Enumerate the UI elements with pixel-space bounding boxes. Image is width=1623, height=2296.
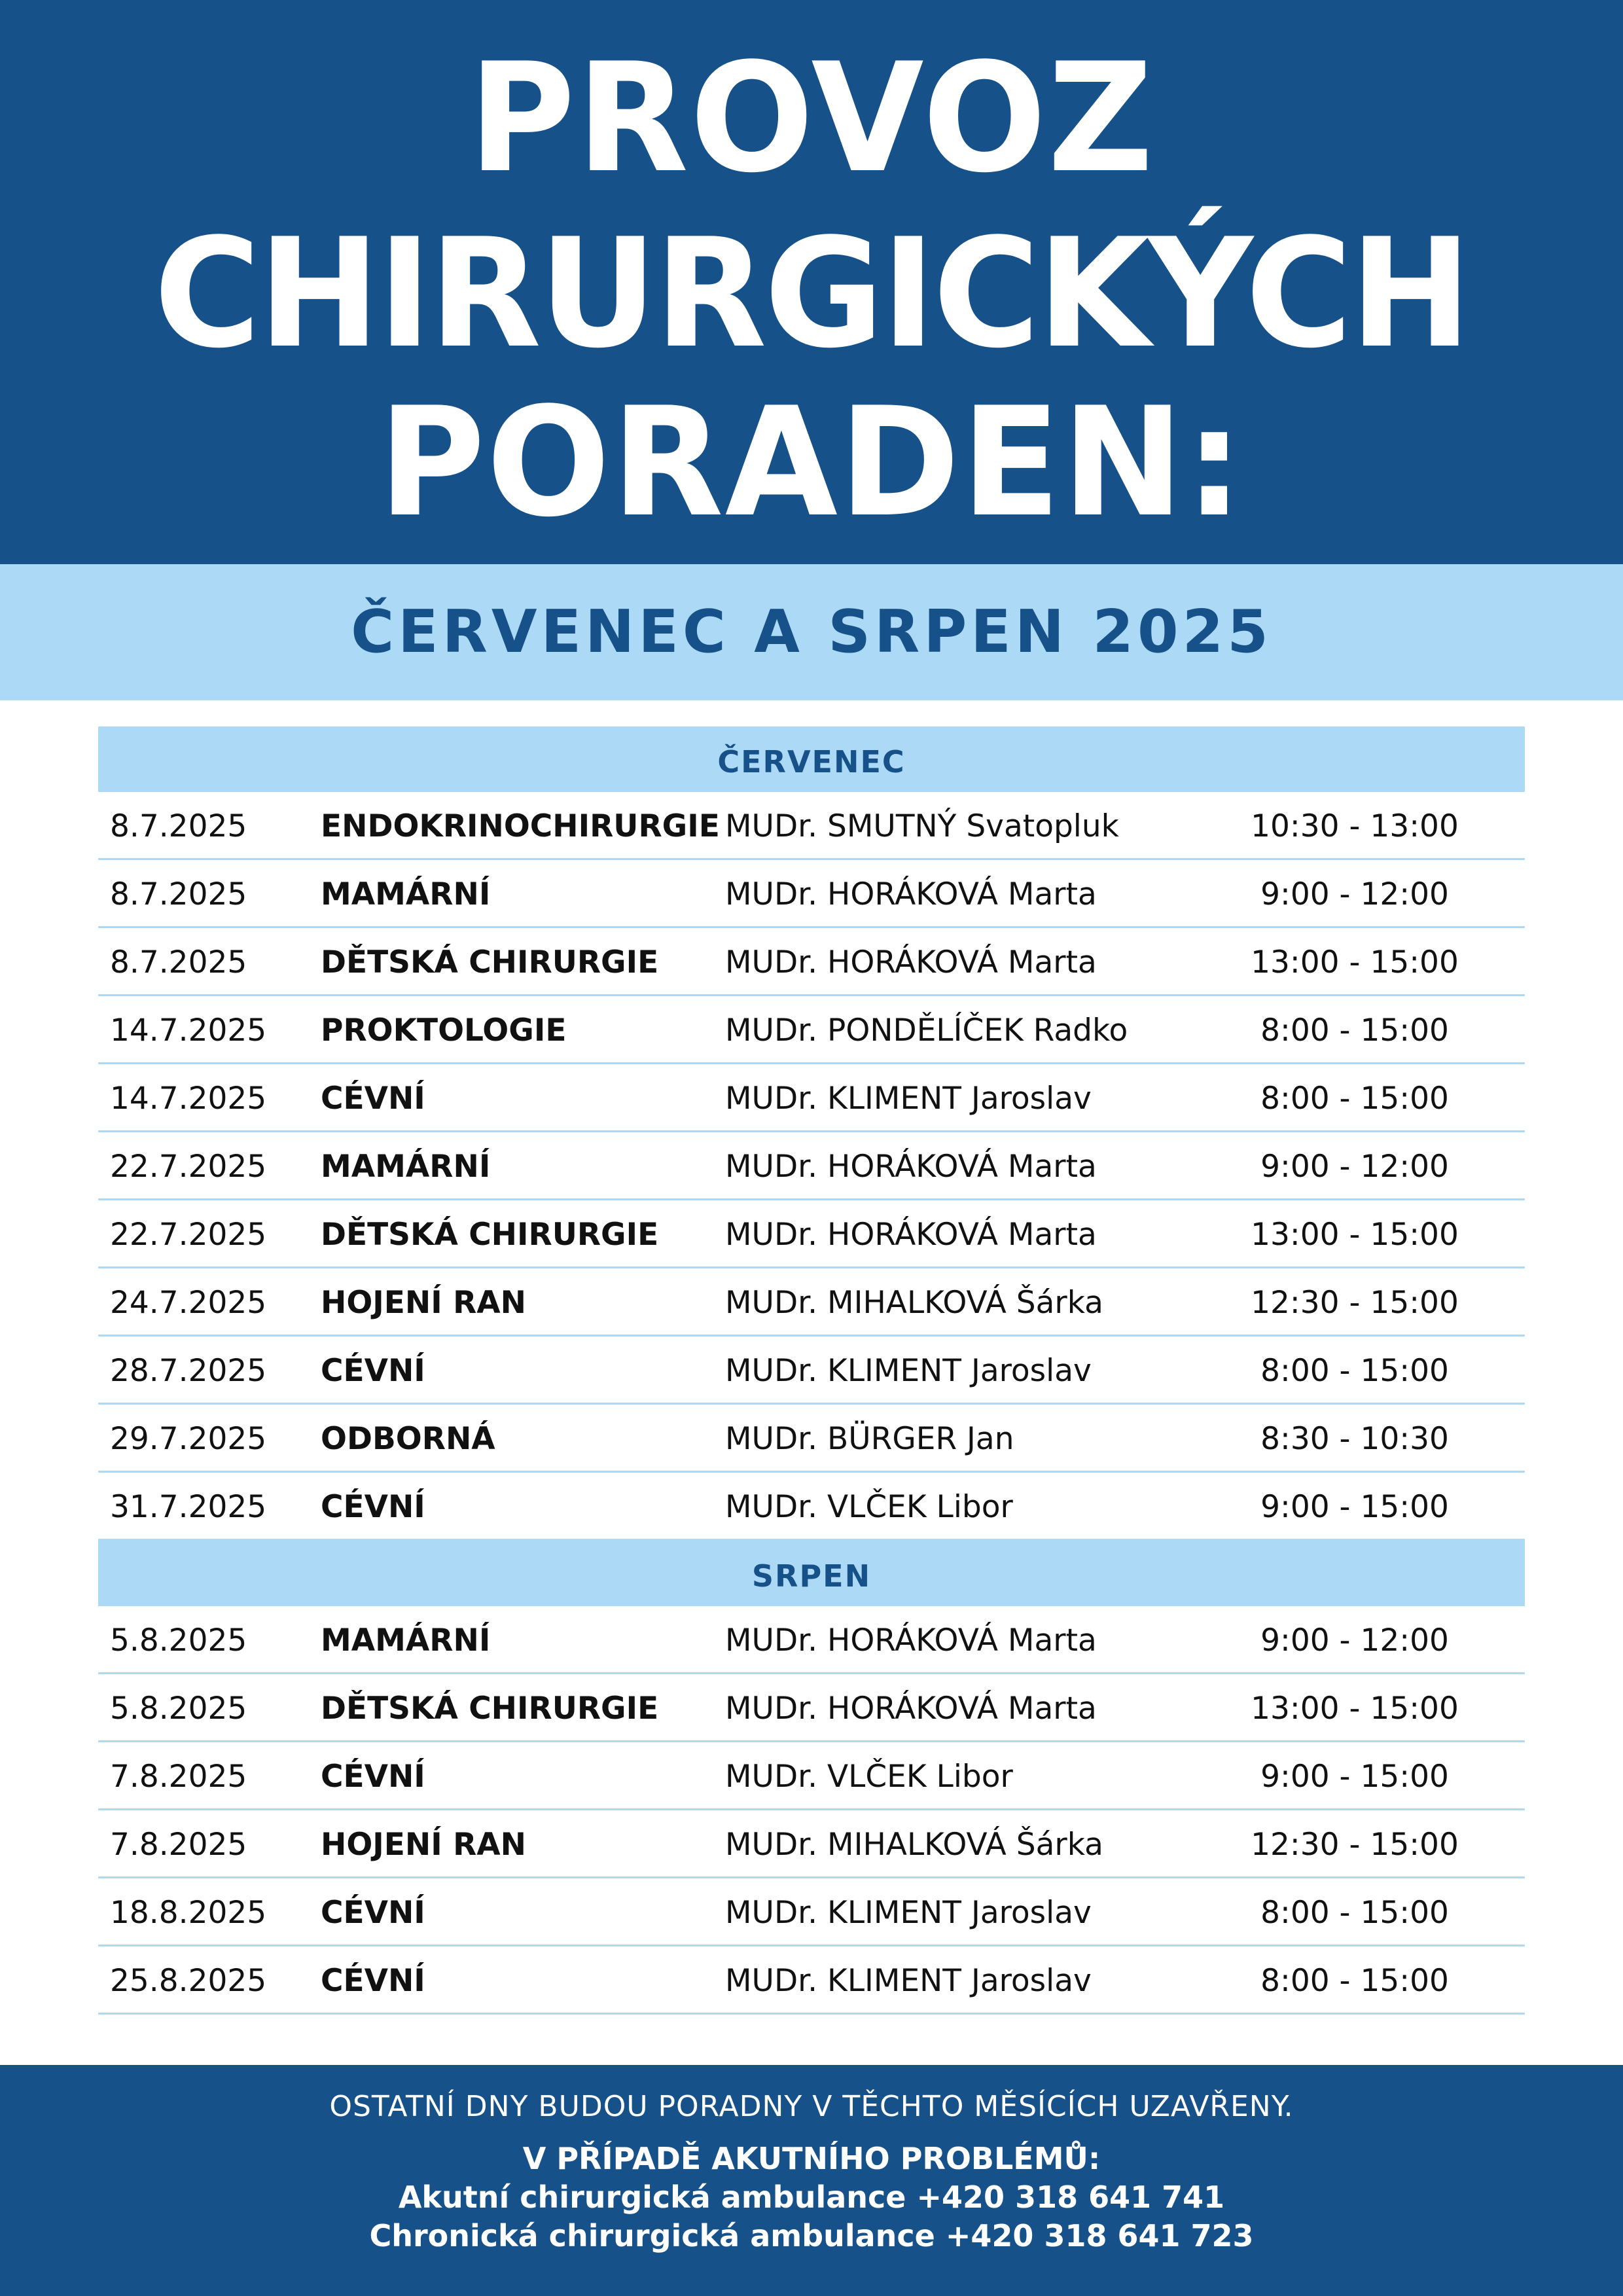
row-time: 9:00 - 15:00 [1260,1489,1449,1525]
row-time: 13:00 - 15:00 [1251,1217,1459,1253]
row-time: 9:00 - 12:00 [1260,876,1449,912]
section-header: SRPEN [98,1541,1525,1606]
row-date: 28.7.2025 [110,1353,267,1389]
chronic-ambulance-contact: Chronická chirurgická ambulance +420 318… [369,2218,1254,2253]
row-time: 10:30 - 13:00 [1251,808,1459,844]
subtitle-band: ČERVENEC A SRPEN 2025 [0,564,1623,700]
page-title-line-2: CHIRURGICKÝCH [154,207,1472,382]
row-date: 24.7.2025 [110,1285,267,1321]
row-date: 18.8.2025 [110,1895,267,1931]
page-title-line-3: PORADEN: [378,376,1245,550]
table-row: 8.7.2025 ENDOKRINOCHIRURGIE MUDr. SMUTNÝ S… [98,792,1525,860]
row-time: 9:00 - 12:00 [1260,1149,1449,1185]
row-time: 9:00 - 15:00 [1260,1759,1449,1795]
table-row: 28.7.2025 CÉVNÍ MUDr. KLIMENT Jaroslav 8:00… [98,1336,1525,1405]
row-time: 13:00 - 15:00 [1251,944,1459,980]
row-date: 8.7.2025 [110,944,247,980]
row-doctor: MUDr. MIHALKOVÁ Šárka [725,1285,1103,1321]
row-specialty: MAMÁRNÍ [321,876,491,912]
row-doctor: MUDr. KLIMENT Jaroslav [725,1895,1092,1931]
row-doctor: MUDr. HORÁKOVÁ Marta [725,1623,1097,1659]
closed-days-note: OSTATNÍ DNY BUDOU PORADNY V TĚCHTO MĚSÍC… [329,2090,1294,2123]
row-date: 14.7.2025 [110,1013,267,1049]
table-row: 7.8.2025 HOJENÍ RAN MUDr. MIHALKOVÁ Šárka 1… [98,1810,1525,1878]
row-specialty: CÉVNÍ [321,1963,425,1999]
page-title-line-1: PROVOZ [468,31,1155,206]
row-doctor: MUDr. VLČEK Libor [725,1489,1013,1525]
row-specialty: HOJENÍ RAN [321,1285,526,1321]
acute-ambulance-contact: Akutní chirurgická ambulance +420 318 64… [398,2179,1225,2215]
row-specialty: ODBORNÁ [321,1421,495,1457]
acute-problem-heading: V PŘÍPADĚ AKUTNÍHO PROBLÉMŮ: [522,2141,1101,2176]
table-row: 29.7.2025 ODBORNÁ MUDr. BÜRGER Jan 8:30 - … [98,1405,1525,1473]
row-date: 7.8.2025 [110,1827,247,1863]
row-doctor: MUDr. HORÁKOVÁ Marta [725,1217,1097,1253]
table-row: 5.8.2025 MAMÁRNÍ MUDr. HORÁKOVÁ Marta 9:00 … [98,1606,1525,1674]
row-doctor: MUDr. KLIMENT Jaroslav [725,1963,1092,1999]
row-specialty: CÉVNÍ [321,1759,425,1795]
table-row: 31.7.2025 CÉVNÍ MUDr. VLČEK Libor 9:00 - 15… [98,1473,1525,1541]
row-doctor: MUDr. MIHALKOVÁ Šárka [725,1827,1103,1863]
table-row: 22.7.2025 MAMÁRNÍ MUDr. HORÁKOVÁ Marta 9:00… [98,1132,1525,1200]
row-specialty: MAMÁRNÍ [321,1149,491,1185]
row-doctor: MUDr. VLČEK Libor [725,1759,1013,1795]
row-date: 29.7.2025 [110,1421,267,1457]
row-date: 7.8.2025 [110,1759,247,1795]
row-specialty: PROKTOLOGIE [321,1013,567,1049]
row-doctor: MUDr. PONDĚLÍČEK Radko [725,1013,1128,1049]
row-time: 12:30 - 15:00 [1251,1827,1459,1863]
table-row: 14.7.2025 PROKTOLOGIE MUDr. PONDĚLÍČEK Rad… [98,996,1525,1064]
table-row: 24.7.2025 HOJENÍ RAN MUDr. MIHALKOVÁ Šárka… [98,1268,1525,1336]
row-doctor: MUDr. HORÁKOVÁ Marta [725,1149,1097,1185]
row-time: 8:30 - 10:30 [1260,1421,1449,1457]
row-specialty: CÉVNÍ [321,1081,425,1117]
row-date: 5.8.2025 [110,1623,247,1659]
row-date: 31.7.2025 [110,1489,267,1525]
row-date: 22.7.2025 [110,1149,267,1185]
table-row: 8.7.2025 DĚTSKÁ CHIRURGIE MUDr. HORÁKOVÁ M… [98,928,1525,996]
row-time: 8:00 - 15:00 [1260,1895,1449,1931]
row-specialty: DĚTSKÁ CHIRURGIE [321,944,659,980]
row-doctor: MUDr. HORÁKOVÁ Marta [725,1691,1097,1727]
table-row: 5.8.2025 DĚTSKÁ CHIRURGIE MUDr. HORÁKOVÁ M… [98,1674,1525,1742]
page-subtitle: ČERVENEC A SRPEN 2025 [351,598,1272,666]
row-doctor: MUDr. HORÁKOVÁ Marta [725,944,1097,980]
row-specialty: DĚTSKÁ CHIRURGIE [321,1691,659,1727]
row-date: 8.7.2025 [110,808,247,844]
row-date: 25.8.2025 [110,1963,267,1999]
row-time: 8:00 - 15:00 [1260,1353,1449,1389]
table-row: 22.7.2025 DĚTSKÁ CHIRURGIE MUDr. HORÁKOVÁ … [98,1200,1525,1268]
table-row: 14.7.2025 CÉVNÍ MUDr. KLIMENT Jaroslav 8:00… [98,1064,1525,1132]
row-time: 12:30 - 15:00 [1251,1285,1459,1321]
row-time: 8:00 - 15:00 [1260,1963,1449,1999]
row-specialty: MAMÁRNÍ [321,1623,491,1659]
row-date: 14.7.2025 [110,1081,267,1117]
table-row: 7.8.2025 CÉVNÍ MUDr. VLČEK Libor 9:00 - 15:… [98,1742,1525,1810]
row-doctor: MUDr. HORÁKOVÁ Marta [725,876,1097,912]
row-doctor: MUDr. BÜRGER Jan [725,1421,1014,1457]
row-time: 8:00 - 15:00 [1260,1081,1449,1117]
row-specialty: DĚTSKÁ CHIRURGIE [321,1217,659,1253]
footer: OSTATNÍ DNY BUDOU PORADNY V TĚCHTO MĚSÍC… [0,2065,1623,2296]
row-date: 22.7.2025 [110,1217,267,1253]
row-specialty: ENDOKRINOCHIRURGIE [321,808,720,844]
row-date: 8.7.2025 [110,876,247,912]
row-specialty: CÉVNÍ [321,1353,425,1389]
row-specialty: HOJENÍ RAN [321,1827,526,1863]
table-row: 8.7.2025 MAMÁRNÍ MUDr. HORÁKOVÁ Marta 9:00 … [98,860,1525,928]
row-doctor: MUDr. KLIMENT Jaroslav [725,1081,1092,1117]
row-doctor: MUDr. KLIMENT Jaroslav [725,1353,1092,1389]
section-header: ČERVENEC [98,726,1525,792]
row-date: 5.8.2025 [110,1691,247,1727]
row-time: 13:00 - 15:00 [1251,1691,1459,1727]
row-specialty: CÉVNÍ [321,1895,425,1931]
row-doctor: MUDr. SMUTNÝ Svatopluk [725,808,1119,844]
header-banner: PROVOZ CHIRURGICKÝCH PORADEN: [0,0,1623,564]
row-time: 8:00 - 15:00 [1260,1013,1449,1049]
row-time: 9:00 - 12:00 [1260,1623,1449,1659]
table-row: 18.8.2025 CÉVNÍ MUDr. KLIMENT Jaroslav 8:00… [98,1878,1525,1946]
table-row: 25.8.2025 CÉVNÍ MUDr. KLIMENT Jaroslav 8:00… [98,1946,1525,2015]
row-specialty: CÉVNÍ [321,1489,425,1525]
